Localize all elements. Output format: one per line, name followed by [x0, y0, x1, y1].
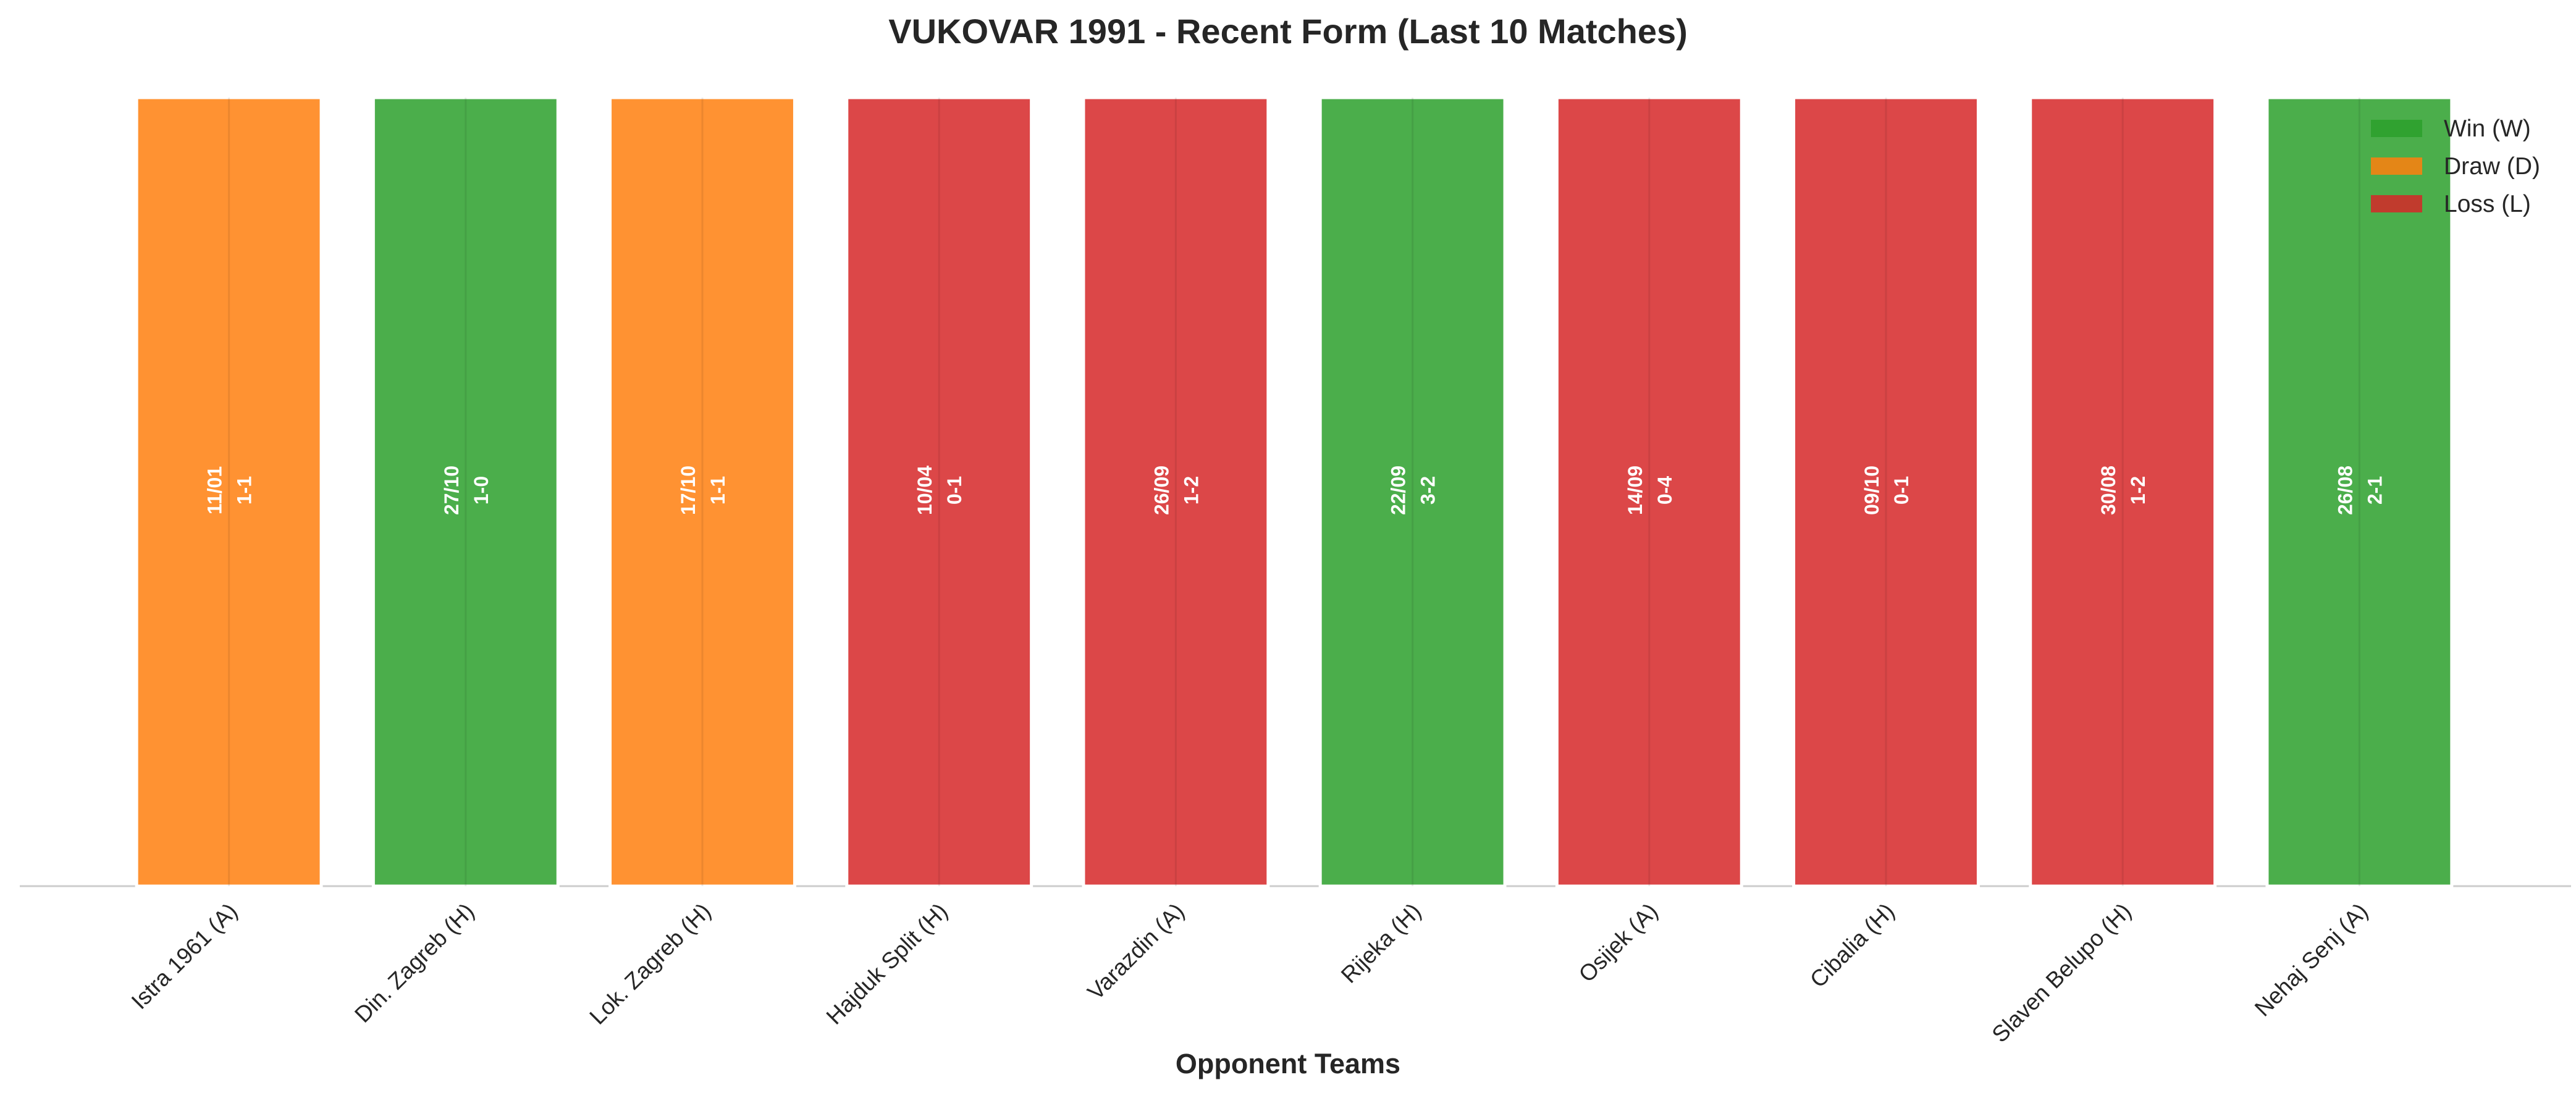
x-tick-label: Cibalia (H) [1805, 898, 1900, 993]
bar [1318, 96, 1507, 888]
bar-score-label: 1-1 [234, 476, 256, 505]
bar-date-label: 17/10 [677, 466, 699, 515]
bar-score-label: 1-2 [2127, 476, 2149, 505]
chart-title: VUKOVAR 1991 - Recent Form (Last 10 Matc… [888, 12, 1688, 51]
bar [1555, 96, 1743, 888]
bar-date-label: 26/08 [2334, 466, 2356, 515]
bar-score-label: 0-4 [1654, 476, 1676, 505]
bar [2029, 96, 2217, 888]
bar-date-label: 09/10 [1861, 466, 1883, 515]
bar-score-label: 3-2 [1417, 476, 1439, 505]
bar [608, 96, 796, 888]
bar-date-label: 14/09 [1624, 466, 1646, 515]
bar-score-label: 1-0 [470, 476, 492, 505]
bar [371, 96, 560, 888]
bar-score-label: 2-1 [2363, 476, 2386, 505]
bar [135, 96, 323, 888]
legend-swatch [2371, 195, 2422, 212]
x-tick-label: Din. Zagreb (H) [350, 898, 479, 1028]
bar-date-label: 22/09 [1387, 466, 1410, 515]
legend-label: Draw (D) [2444, 153, 2540, 180]
x-axis-label: Opponent Teams [1176, 1048, 1400, 1079]
bar-score-label: 0-1 [943, 476, 966, 505]
legend-swatch [2371, 120, 2422, 137]
bar-date-label: 27/10 [440, 466, 463, 515]
bar-score-label: 0-1 [1890, 476, 1913, 505]
legend-swatch [2371, 157, 2422, 175]
x-tick-label: Varazdin (A) [1083, 898, 1189, 1005]
legend-label: Loss (L) [2444, 191, 2531, 217]
bar-date-label: 26/09 [1150, 466, 1172, 515]
bar [1082, 96, 1270, 888]
x-tick-label: Slaven Belupo (H) [1987, 898, 2136, 1047]
x-tick-label: Osijek (A) [1574, 898, 1663, 987]
bar-date-label: 11/01 [204, 466, 226, 514]
bar-score-label: 1-1 [707, 476, 729, 505]
x-tick-label: Hajduk Split (H) [822, 898, 953, 1029]
x-tick-label: Rijeka (H) [1336, 898, 1426, 988]
bar [845, 96, 1033, 888]
bar-date-label: 10/04 [914, 466, 936, 515]
legend-label: Win (W) [2444, 115, 2531, 142]
bar [1792, 96, 1980, 888]
x-tick-label: Istra 1961 (A) [127, 898, 242, 1014]
x-tick-label: Nehaj Senj (A) [2250, 898, 2373, 1021]
bar-date-label: 30/08 [2097, 466, 2119, 515]
bar-score-label: 1-2 [1180, 476, 1202, 505]
bar [2265, 96, 2454, 888]
x-tick-label: Lok. Zagreb (H) [584, 898, 715, 1029]
